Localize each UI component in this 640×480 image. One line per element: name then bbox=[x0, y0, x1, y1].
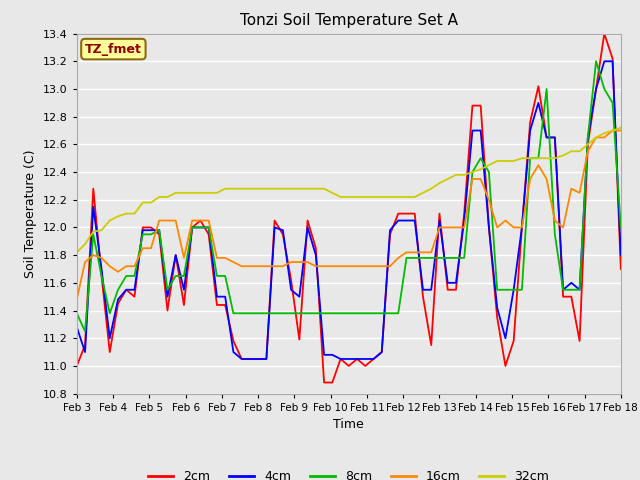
2cm bbox=[600, 31, 608, 36]
8cm bbox=[328, 311, 336, 316]
16cm bbox=[617, 128, 625, 133]
4cm bbox=[328, 352, 336, 358]
32cm bbox=[196, 190, 204, 196]
Line: 4cm: 4cm bbox=[77, 61, 621, 359]
4cm bbox=[600, 59, 608, 64]
8cm bbox=[493, 287, 501, 293]
16cm bbox=[320, 264, 328, 269]
16cm bbox=[156, 217, 163, 223]
8cm bbox=[617, 225, 625, 230]
4cm bbox=[114, 297, 122, 302]
Title: Tonzi Soil Temperature Set A: Tonzi Soil Temperature Set A bbox=[240, 13, 458, 28]
4cm bbox=[73, 324, 81, 330]
8cm bbox=[592, 59, 600, 64]
2cm bbox=[73, 363, 81, 369]
32cm bbox=[617, 125, 625, 131]
32cm bbox=[584, 142, 591, 147]
8cm bbox=[73, 311, 81, 316]
8cm bbox=[122, 273, 130, 279]
2cm bbox=[296, 337, 303, 343]
8cm bbox=[304, 311, 312, 316]
2cm bbox=[493, 314, 501, 320]
Line: 8cm: 8cm bbox=[77, 61, 621, 331]
4cm bbox=[139, 228, 147, 233]
2cm bbox=[576, 338, 584, 344]
Legend: 2cm, 4cm, 8cm, 16cm, 32cm: 2cm, 4cm, 8cm, 16cm, 32cm bbox=[143, 465, 554, 480]
Line: 16cm: 16cm bbox=[77, 131, 621, 300]
4cm bbox=[617, 252, 625, 258]
X-axis label: Time: Time bbox=[333, 418, 364, 431]
4cm bbox=[238, 356, 246, 362]
2cm bbox=[328, 380, 336, 385]
32cm bbox=[73, 250, 81, 255]
4cm bbox=[576, 287, 584, 293]
16cm bbox=[73, 297, 81, 302]
4cm bbox=[304, 225, 312, 230]
2cm bbox=[617, 266, 625, 272]
2cm bbox=[114, 301, 122, 307]
16cm bbox=[139, 245, 147, 251]
32cm bbox=[320, 186, 328, 192]
8cm bbox=[147, 231, 155, 237]
16cm bbox=[296, 259, 303, 265]
4cm bbox=[493, 305, 501, 311]
8cm bbox=[576, 287, 584, 293]
32cm bbox=[485, 162, 493, 168]
2cm bbox=[320, 380, 328, 385]
Text: TZ_fmet: TZ_fmet bbox=[85, 43, 142, 56]
2cm bbox=[139, 225, 147, 230]
16cm bbox=[485, 197, 493, 203]
32cm bbox=[156, 194, 163, 200]
Y-axis label: Soil Temperature (C): Soil Temperature (C) bbox=[24, 149, 37, 278]
32cm bbox=[296, 186, 303, 192]
16cm bbox=[609, 128, 616, 133]
Line: 32cm: 32cm bbox=[77, 128, 621, 252]
Line: 2cm: 2cm bbox=[77, 34, 621, 383]
16cm bbox=[576, 190, 584, 196]
8cm bbox=[81, 328, 89, 334]
